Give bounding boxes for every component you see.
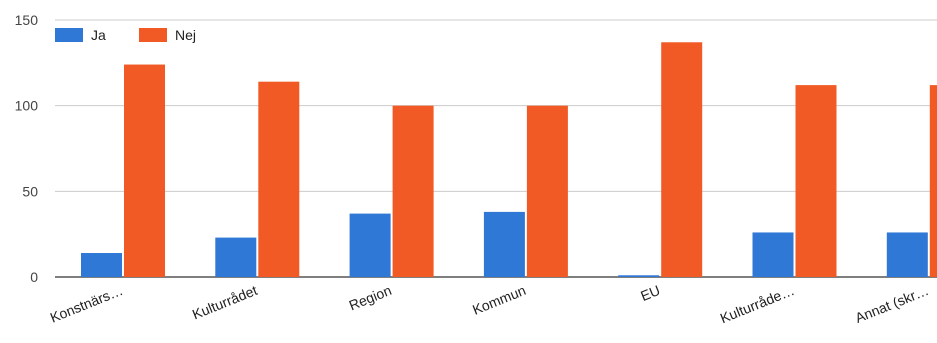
x-category-label: Kulturråde…: [718, 282, 797, 326]
y-tick-label: 0: [30, 269, 38, 285]
bar-nej: [258, 81, 300, 278]
bar-ja: [886, 232, 928, 277]
bar-nej: [929, 85, 937, 278]
bar-ja: [483, 211, 525, 277]
legend-swatch-nej: [139, 28, 167, 42]
x-category-label: Konstnärs…: [48, 282, 125, 326]
bar-ja: [752, 232, 794, 277]
bars: [81, 42, 937, 278]
bar-ja: [215, 237, 257, 277]
bar-ja: [349, 213, 391, 277]
bar-nej: [795, 85, 837, 278]
legend-label-nej: Nej: [175, 27, 196, 43]
bar-nej: [526, 105, 568, 278]
x-category-label: Annat (skr…: [853, 282, 931, 326]
bar-nej: [661, 42, 703, 278]
bar-ja: [81, 253, 122, 277]
bar-nej: [392, 105, 434, 278]
y-axis-ticks: 0 50 100 150: [15, 12, 39, 285]
x-category-label: Region: [347, 282, 394, 313]
x-category-label: EU: [638, 282, 662, 304]
y-tick-label: 100: [15, 98, 39, 114]
bar-ja: [618, 275, 660, 277]
legend-swatch-ja: [55, 28, 83, 42]
x-category-label: Kulturrådet: [190, 282, 260, 323]
x-axis-labels: Konstnärs… Kulturrådet Region Kommun EU Kultu…: [48, 282, 931, 326]
legend-label-ja: Ja: [91, 27, 106, 43]
legend: Ja Nej: [55, 27, 196, 43]
y-tick-label: 50: [22, 183, 38, 199]
bar-nej: [124, 64, 165, 278]
y-tick-label: 150: [15, 12, 39, 28]
x-category-label: Kommun: [470, 282, 528, 318]
